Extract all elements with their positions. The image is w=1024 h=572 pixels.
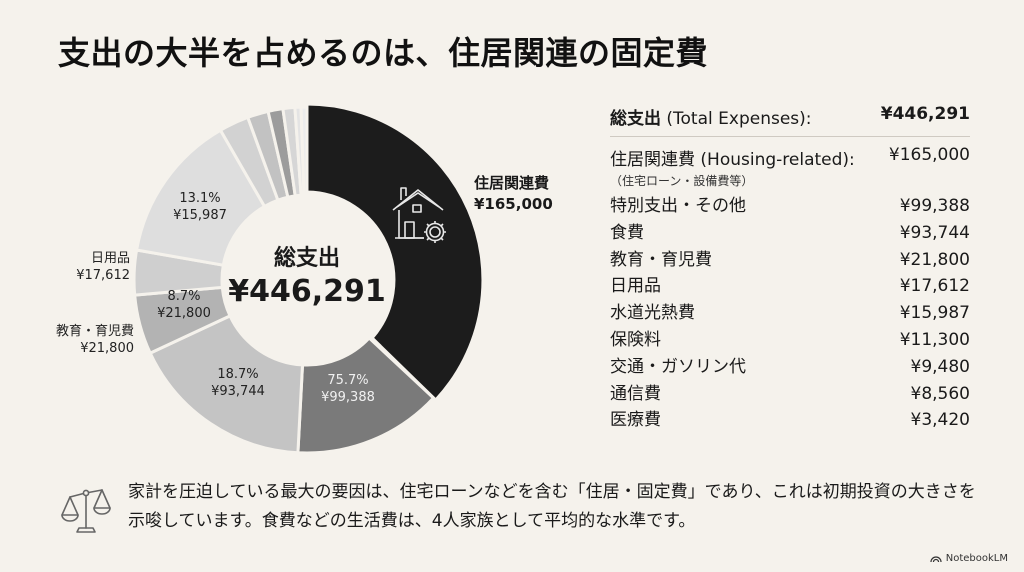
brand-name: NotebookLM (945, 553, 1008, 564)
slice-label-utilities: 13.1% ¥15,987 (160, 190, 240, 224)
slice-value: ¥21,800 (157, 306, 211, 321)
summary-row: 通信費 ¥8,560 (610, 381, 970, 408)
summary-row-label: 通信費 (610, 383, 661, 404)
summary-row-label: 日用品 (610, 276, 661, 297)
outer-label-name: 日用品 (90, 251, 130, 266)
summary-row: 特別支出・その他 ¥99,388 (610, 193, 970, 220)
summary-row-value: ¥93,744 (899, 222, 970, 243)
slice-pct: 8.7% (167, 289, 201, 304)
summary-housing-value: ¥165,000 (888, 145, 970, 165)
slice-pct: 75.7% (327, 373, 369, 388)
insight-footer: 家計を圧迫している最大の要因は、住宅ローンなどを含む「住居・固定費」であり、これ… (58, 478, 978, 540)
house-gear-icon (392, 187, 446, 243)
summary-row-value: ¥3,420 (910, 410, 970, 431)
slice-pct: 13.1% (179, 191, 221, 206)
summary-total-label-jp: 総支出 (610, 109, 661, 129)
donut-center: 総支出 ¥446,291 (222, 240, 392, 309)
summary-row-label: 水道光熱費 (610, 303, 695, 324)
donut-svg (132, 102, 485, 455)
summary-housing-label: 住居関連費 (Housing-related): (610, 150, 855, 170)
center-value: ¥446,291 (228, 274, 386, 309)
summary-row-label: 医療費 (610, 410, 661, 431)
summary-row: 交通・ガソリン代 ¥9,480 (610, 354, 970, 381)
summary-housing-note: （住宅ローン・設備費等） (610, 174, 754, 188)
housing-callout-name: 住居関連費 (474, 174, 550, 192)
summary-row-label: 食費 (610, 222, 644, 243)
outer-label-education: 教育・育児費 ¥21,800 (20, 323, 134, 357)
expense-summary-table: 総支出 (Total Expenses): ¥446,291 住居関連費 (Ho… (610, 104, 970, 434)
summary-row-value: ¥17,612 (899, 276, 970, 297)
summary-row: 食費 ¥93,744 (610, 220, 970, 247)
summary-row: 教育・育児費 ¥21,800 (610, 247, 970, 274)
brand-watermark: NotebookLM (930, 553, 1008, 564)
notebooklm-logo-icon (930, 556, 942, 563)
outer-label-value: ¥17,612 (76, 268, 130, 283)
summary-row-label: 特別支出・その他 (610, 196, 746, 216)
summary-row: 保険料 ¥11,300 (610, 327, 970, 354)
outer-label-daily: 日用品 ¥17,612 (40, 250, 130, 284)
slice-housing (305, 102, 485, 402)
summary-item-list: 特別支出・その他 ¥99,388 食費 ¥93,744 教育・育児費 ¥21,800 … (610, 193, 970, 434)
summary-total-value: ¥446,291 (880, 104, 970, 124)
summary-row-value: ¥9,480 (910, 356, 970, 377)
slice-value: ¥99,388 (321, 390, 375, 405)
summary-total-label: 総支出 (Total Expenses): (610, 104, 812, 129)
summary-row-value: ¥8,560 (910, 383, 970, 404)
slice-label-food: 18.7% ¥93,744 (198, 366, 278, 400)
summary-row: 医療費 ¥3,420 (610, 407, 970, 434)
summary-total-label-en: (Total Expenses): (666, 109, 812, 129)
slice-label-education: 8.7% ¥21,800 (146, 288, 222, 322)
summary-row-label: 教育・育児費 (610, 249, 712, 270)
page-title: 支出の大半を占めるのは、住居関連の固定費 (58, 34, 709, 72)
summary-row-label: 保険料 (610, 329, 661, 350)
slice-value: ¥15,987 (173, 208, 227, 223)
summary-housing-row: 住居関連費 (Housing-related): ¥165,000 (610, 145, 970, 170)
outer-label-value: ¥21,800 (80, 341, 134, 356)
slice-misc-2 (299, 105, 309, 197)
summary-row-value: ¥11,300 (899, 329, 970, 350)
scales-icon (61, 489, 111, 533)
center-title: 総支出 (273, 246, 340, 271)
slice-pct: 18.7% (217, 367, 259, 382)
insight-text: 家計を圧迫している最大の要因は、住宅ローンなどを含む「住居・固定費」であり、これ… (128, 482, 976, 531)
summary-row: 日用品 ¥17,612 (610, 273, 970, 300)
housing-callout: 住居関連費 ¥165,000 (474, 173, 553, 215)
slice-value: ¥93,744 (211, 384, 265, 399)
housing-callout-value: ¥165,000 (474, 195, 553, 213)
summary-row-value: ¥21,800 (899, 249, 970, 270)
summary-row-value: ¥15,987 (899, 303, 970, 324)
summary-row: 水道光熱費 ¥15,987 (610, 300, 970, 327)
slice-label-other: 75.7% ¥99,388 (308, 372, 388, 406)
outer-label-name: 教育・育児費 (55, 324, 134, 339)
summary-row-label: 交通・ガソリン代 (610, 356, 746, 377)
summary-total-row: 総支出 (Total Expenses): ¥446,291 (610, 104, 970, 137)
donut-chart: 総支出 ¥446,291 75.7% ¥99,388 18.7% ¥93,744… (0, 0, 600, 470)
slice-food (148, 314, 304, 455)
summary-row-value: ¥99,388 (899, 196, 970, 216)
